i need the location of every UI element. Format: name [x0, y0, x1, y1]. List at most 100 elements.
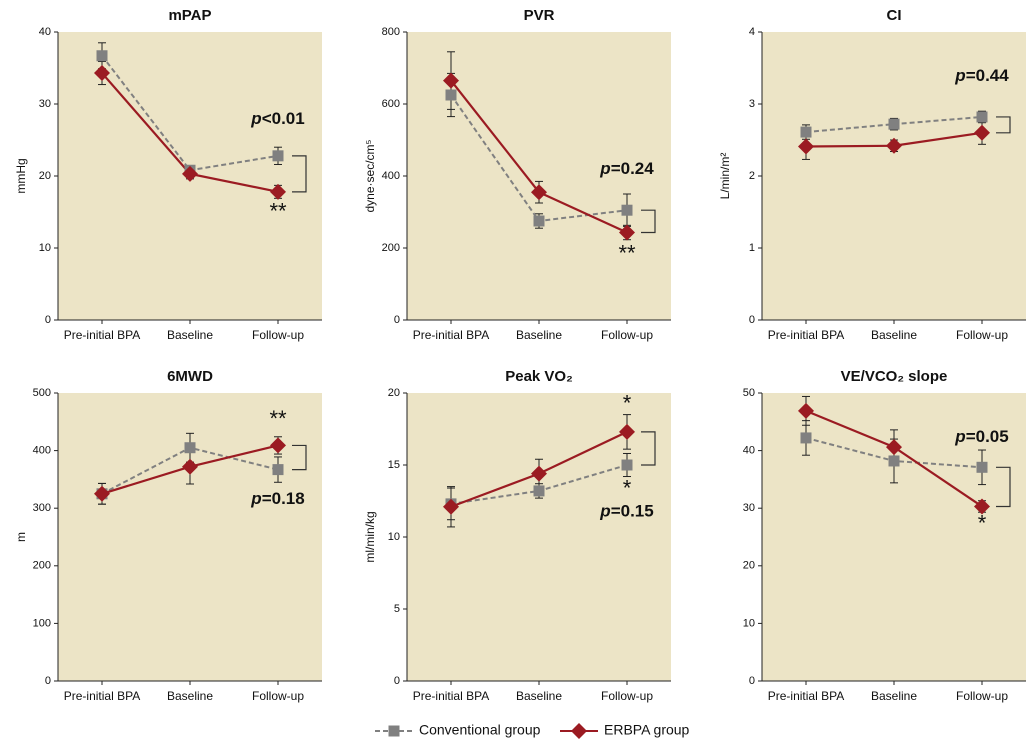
annotation: *: [978, 511, 987, 536]
x-tick-label: Pre-initial BPA: [64, 689, 140, 703]
diamond-marker: [619, 423, 635, 440]
y-tick-label: 500: [33, 387, 51, 399]
y-tick-label: 0: [749, 314, 755, 326]
p-rest: =0.15: [611, 502, 654, 521]
significance-bracket: [292, 444, 307, 471]
square-marker: [976, 461, 988, 473]
p-rest: =0.18: [262, 490, 305, 509]
x-tick-label: Baseline: [516, 689, 562, 703]
x-tick-label: Follow-up: [956, 328, 1008, 342]
chart-title: PVR: [524, 7, 555, 24]
y-tick-label: 40: [743, 445, 755, 457]
square-marker: [184, 442, 196, 454]
diamond-marker: [531, 465, 547, 482]
y-tick-label: 10: [388, 531, 400, 543]
significance-bracket: [996, 116, 1011, 134]
x-tick-label: Baseline: [167, 328, 213, 342]
square-marker: [621, 204, 633, 216]
square-marker: [272, 464, 284, 476]
y-tick-label: 1: [749, 242, 755, 254]
y-tick-label: 3: [749, 98, 755, 110]
annotation: p=0.24: [599, 159, 654, 178]
square-marker: [800, 126, 812, 138]
y-tick-label: 400: [33, 445, 51, 457]
y-axis-label: L/min/m²: [718, 153, 732, 200]
diamond-marker: [619, 224, 635, 241]
plot-area: [407, 393, 671, 681]
y-tick-label: 15: [388, 459, 400, 471]
x-tick-label: Pre-initial BPA: [413, 328, 489, 342]
y-tick-label: 20: [388, 387, 400, 399]
p-rest: =0.44: [966, 66, 1010, 85]
y-tick-label: 0: [45, 675, 51, 687]
y-tick-label: 200: [33, 560, 51, 572]
y-axis-label: ml/min/kg: [363, 511, 377, 562]
diamond-marker: [182, 458, 198, 475]
annotation: p=0.18: [250, 490, 304, 509]
y-tick-label: 200: [382, 242, 400, 254]
plot-area: [762, 32, 1026, 320]
chart-title: mPAP: [168, 7, 211, 24]
y-tick-label: 20: [39, 170, 51, 182]
diamond-marker: [94, 485, 110, 502]
square-marker: [800, 432, 812, 444]
diamond-marker: [886, 439, 902, 456]
p-symbol: p: [954, 66, 965, 85]
y-tick-label: 800: [382, 26, 400, 38]
square-marker: [272, 150, 284, 162]
diamond-marker: [443, 498, 459, 515]
annotation: **: [618, 241, 636, 266]
diamond-marker: [798, 138, 814, 155]
annotation: p=0.15: [599, 502, 653, 521]
significance-bracket: [292, 155, 307, 193]
square-marker: [96, 50, 108, 62]
square-marker: [888, 455, 900, 467]
y-tick-label: 40: [39, 26, 51, 38]
diamond-marker: [974, 498, 990, 515]
y-tick-label: 0: [394, 314, 400, 326]
y-tick-label: 0: [749, 675, 755, 687]
y-tick-label: 50: [743, 387, 755, 399]
y-tick-label: 300: [33, 502, 51, 514]
y-tick-label: 5: [394, 603, 400, 615]
square-marker: [888, 118, 900, 130]
x-tick-label: Baseline: [167, 689, 213, 703]
chart-title: VE/VCO₂ slope: [841, 368, 948, 385]
chart-title: Peak VO₂: [505, 368, 573, 385]
diamond-marker: [798, 402, 814, 419]
y-tick-label: 600: [382, 98, 400, 110]
diamond-marker: [182, 165, 198, 182]
annotation: *: [623, 390, 632, 415]
diamond-marker: [270, 437, 286, 454]
diamond-marker: [886, 137, 902, 154]
chart-title: 6MWD: [167, 368, 213, 385]
y-tick-label: 10: [39, 242, 51, 254]
square-marker: [976, 111, 988, 123]
y-axis-label: mmHg: [14, 158, 28, 193]
y-tick-label: 0: [45, 314, 51, 326]
y-tick-label: 100: [33, 617, 51, 629]
legend-label: ERBPA group: [604, 722, 690, 738]
annotation: p=0.44: [954, 66, 1009, 85]
y-tick-label: 30: [39, 98, 51, 110]
diamond-marker: [443, 72, 459, 89]
y-tick-label: 10: [743, 617, 755, 629]
square-marker: [533, 215, 545, 227]
diamond-marker: [94, 65, 110, 82]
diamond-marker: [531, 184, 547, 201]
significance-bracket: [641, 209, 656, 234]
p-rest: =0.05: [966, 427, 1009, 446]
x-tick-label: Baseline: [871, 689, 917, 703]
x-tick-label: Follow-up: [252, 689, 304, 703]
square-marker: [621, 459, 633, 471]
square-marker: [533, 485, 545, 497]
y-tick-label: 400: [382, 170, 400, 182]
x-tick-label: Follow-up: [956, 689, 1008, 703]
p-symbol: p: [250, 109, 261, 128]
x-tick-label: Baseline: [516, 328, 562, 342]
y-tick-label: 30: [743, 502, 755, 514]
diamond-marker: [270, 183, 286, 200]
y-tick-label: 4: [749, 26, 755, 38]
annotation: **: [269, 406, 287, 431]
